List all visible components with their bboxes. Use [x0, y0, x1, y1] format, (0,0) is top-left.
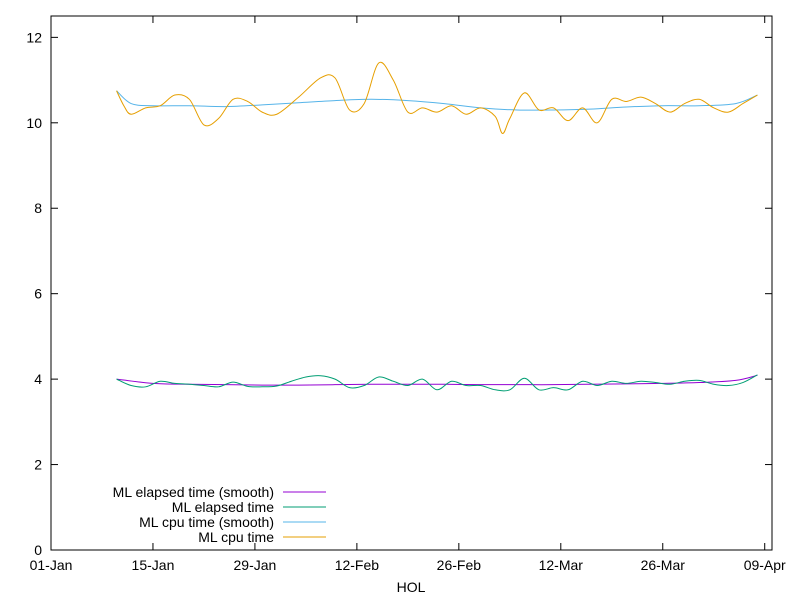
x-axis-ticks: 01-Jan 15-Jan 29-Jan 12-Feb 26-Feb 12-Mar 26-M… — [30, 16, 786, 573]
series-line-2 — [116, 90, 758, 111]
y-tick-label-0: 0 — [34, 542, 42, 558]
legend-label-0: ML elapsed time (smooth) — [113, 484, 274, 500]
legend-label-2: ML cpu time (smooth) — [139, 514, 274, 530]
x-axis-title: HOL — [397, 579, 426, 595]
y-tick-label-2: 4 — [34, 371, 42, 387]
plot-frame — [50, 15, 773, 551]
y-tick-label-6: 12 — [26, 29, 42, 45]
series-line-1 — [116, 374, 758, 392]
y-tick-label-4: 8 — [34, 200, 42, 216]
y-axis-ticks: 0 2 4 6 8 10 12 — [26, 29, 772, 558]
x-tick-label-5: 12-Mar — [539, 557, 584, 573]
x-tick-label-2: 29-Jan — [234, 557, 277, 573]
series-lines — [116, 61, 758, 392]
y-tick-label-5: 10 — [26, 115, 42, 131]
x-tick-label-6: 26-Mar — [641, 557, 686, 573]
x-tick-label-0: 01-Jan — [30, 557, 73, 573]
y-tick-label-1: 2 — [34, 457, 42, 473]
x-tick-label-1: 15-Jan — [132, 557, 175, 573]
y-tick-label-3: 6 — [34, 286, 42, 302]
legend-label-1: ML elapsed time — [172, 499, 274, 515]
x-tick-label-4: 26-Feb — [437, 557, 482, 573]
series-line-3 — [116, 61, 758, 134]
x-tick-label-7: 09-Apr — [744, 557, 786, 573]
legend: ML elapsed time (smooth)ML elapsed timeM… — [113, 484, 326, 545]
x-tick-label-3: 12-Feb — [335, 557, 380, 573]
legend-label-3: ML cpu time — [198, 529, 274, 545]
